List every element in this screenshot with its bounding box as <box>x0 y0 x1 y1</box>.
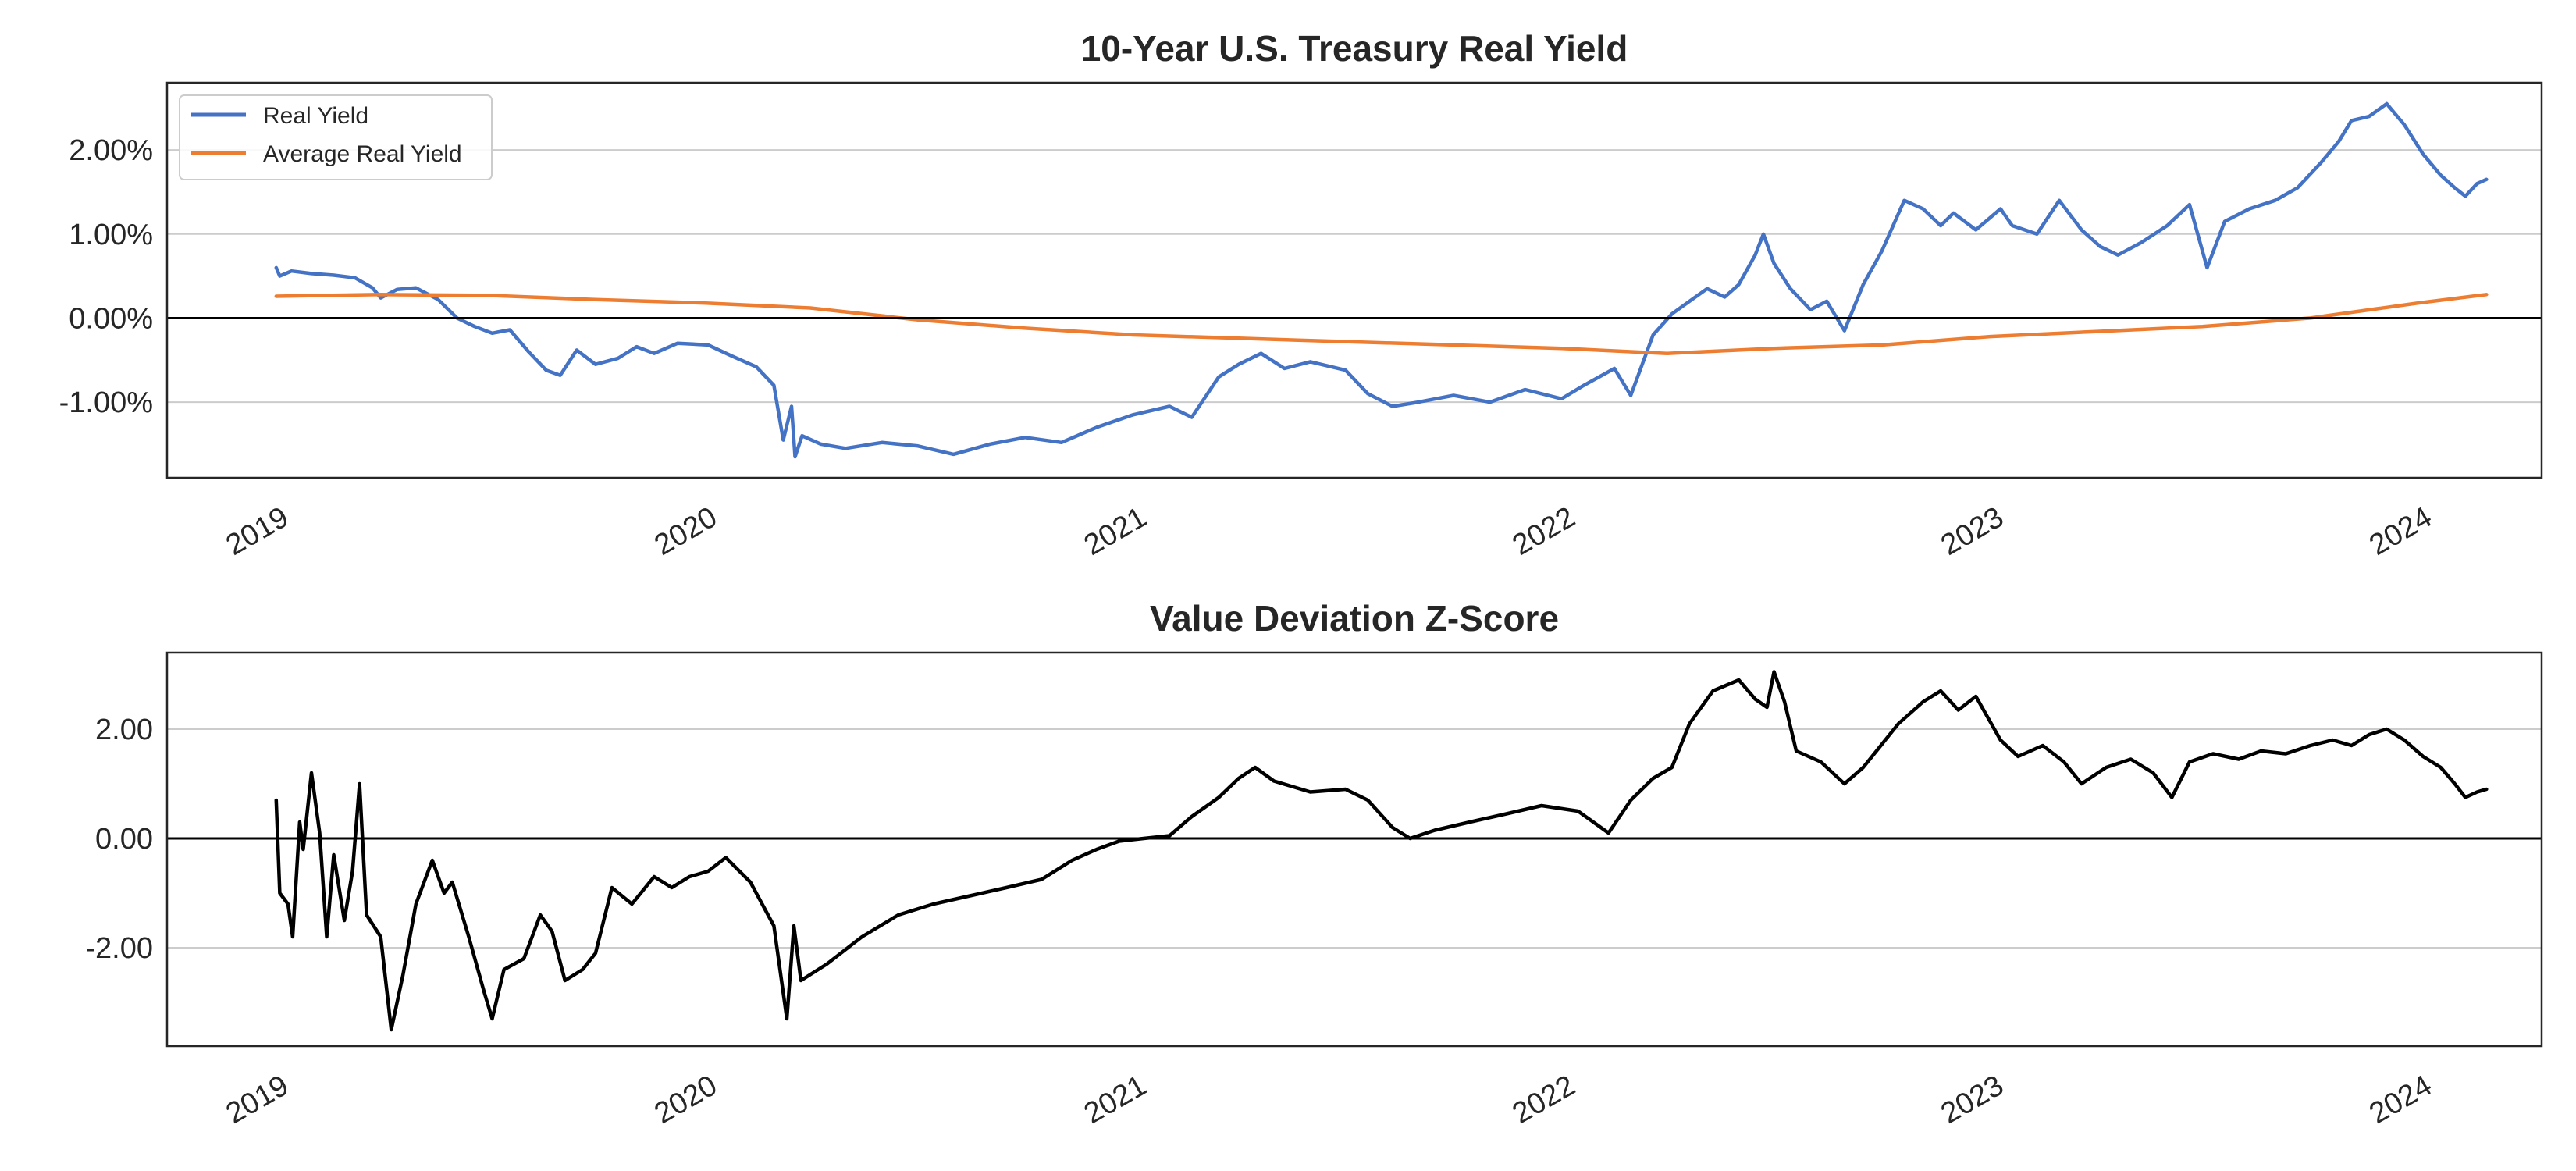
y-tick-label: 2.00 <box>95 714 153 746</box>
legend-box <box>179 94 493 180</box>
real-yield-chart-title: 10-Year U.S. Treasury Real Yield <box>1081 28 1628 69</box>
zscore-line <box>274 670 2489 1032</box>
legend-label-real-yield: Real Yield <box>263 103 368 129</box>
real-yield-y-tick-labels: 2.00% 1.00% 0.00% -1.00% <box>59 134 153 419</box>
zscore-plot-frame <box>165 651 2543 1048</box>
y-tick-label: 1.00% <box>69 219 153 251</box>
legend-label-average-real-yield: Average Real Yield <box>263 141 462 167</box>
y-tick-label: 2.00% <box>69 134 153 167</box>
y-tick-label: -1.00% <box>59 386 153 419</box>
y-tick-label: 0.00% <box>69 302 153 335</box>
zscore-chart-title: Value Deviation Z-Score <box>1150 598 1559 639</box>
real-yield-series <box>274 101 2489 459</box>
zscore-y-tick-labels: 2.00 0.00 -2.00 <box>85 714 153 965</box>
real-yield-plot-frame <box>165 81 2543 479</box>
y-tick-label: -2.00 <box>85 932 153 965</box>
y-tick-label: 0.00 <box>95 823 153 856</box>
legend: Real Yield Average Real Yield <box>179 94 493 180</box>
zscore-series <box>274 670 2489 1032</box>
real-yield-line <box>274 101 2489 459</box>
average-real-yield-line <box>274 293 2489 355</box>
